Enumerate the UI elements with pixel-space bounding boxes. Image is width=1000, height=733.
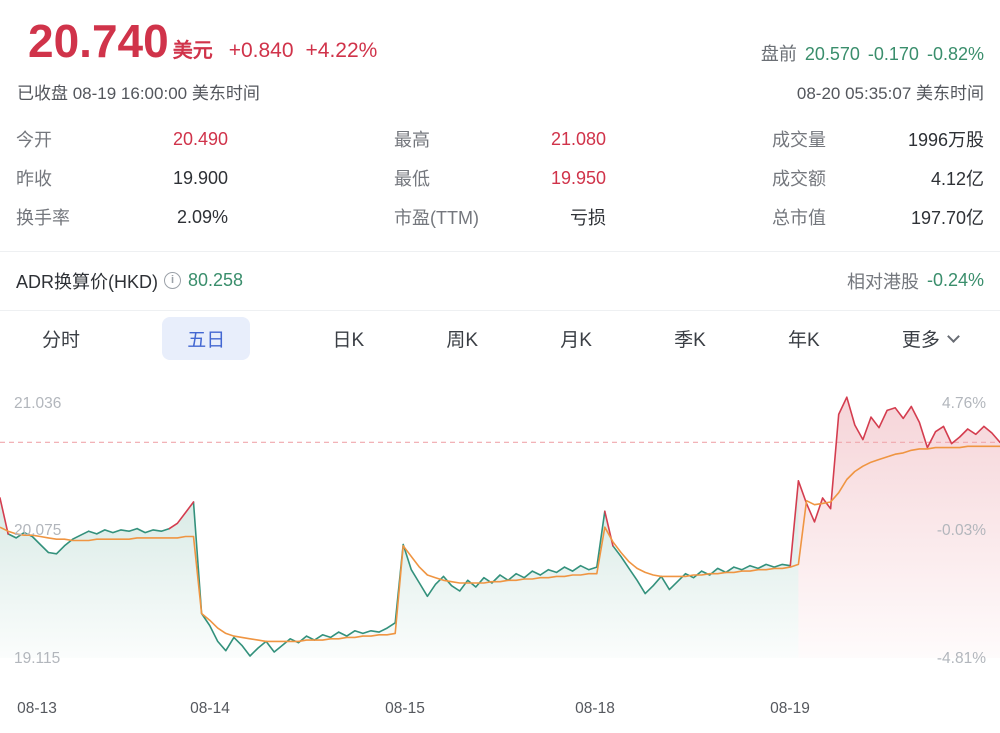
stats-column-3: 成交量 1996万股 成交额 4.12亿 总市值 197.70亿 [772,120,984,237]
stat-value: 19.900 [172,167,228,188]
adr-left: ADR换算价(HKD) i 80.258 [16,268,243,294]
x-axis-label-3: 08-15 [385,700,425,717]
chart-red-fill [798,396,1000,658]
adr-conversion-row: ADR换算价(HKD) i 80.258 相对港股 -0.24% [0,250,1000,311]
y-axis-pct-top: 4.76% [942,395,986,412]
currency-label: 美元 [172,40,213,62]
quote-time: 08-20 05:35:07 美东时间 [796,83,984,103]
chevron-down-icon [947,329,960,343]
stat-amount: 成交额 4.12亿 [772,159,984,198]
y-axis-pct-bottom: -4.81% [937,650,986,667]
tab-monthly-k[interactable]: 月K [560,330,592,352]
premarket-line: 盘前 20.570 -0.170 -0.82% [761,40,984,66]
premarket-price: 20.570 [804,43,860,64]
stat-value: 21.080 [550,128,606,149]
y-axis-pct-mid: -0.03% [937,522,986,539]
stat-high: 最高 21.080 [394,120,606,159]
stat-value: 19.950 [550,167,606,188]
tab-daily-k[interactable]: 日K [332,330,365,352]
relative-hk-value: -0.24% [926,270,984,291]
x-axis-label-5: 08-19 [770,700,810,717]
premarket-label: 盘前 [760,43,797,64]
quote-header: 20.740 美元 +0.840 +4.22% 已收盘 08-19 16:00:… [0,0,1000,104]
chart-period-tabs: 分时 五日 日K 周K 月K 季K 年K 更多 [0,311,1000,367]
stats-grid: 今开 20.490 昨收 19.900 换手率 2.09% 最高 21.080 … [0,104,1000,237]
stat-label: 最低 [394,169,430,190]
stat-label: 昨收 [16,169,52,190]
stat-label: 总市值 [772,208,826,229]
stat-open: 今开 20.490 [16,120,228,159]
stat-label: 今开 [16,130,52,151]
stat-low: 最低 19.950 [394,159,606,198]
current-price: 20.740 [28,15,169,67]
price-block: 20.740 美元 +0.840 +4.22% 已收盘 08-19 16:00:… [16,16,377,104]
stat-market-cap: 总市值 197.70亿 [772,198,984,237]
y-axis-label-bottom: 19.115 [14,650,60,667]
relative-hk-label: 相对港股 [846,271,919,292]
tab-quarterly-k[interactable]: 季K [674,330,706,352]
adr-label: ADR换算价(HKD) [16,271,158,292]
average-price-line [0,445,1000,642]
x-axis-label-1: 08-13 [17,700,57,717]
stat-value: 2.09% [176,206,228,227]
premarket-block: 盘前 20.570 -0.170 -0.82% 08-20 05:35:07 美… [761,40,984,104]
tab-weekly-k[interactable]: 周K [446,330,479,352]
market-status: 已收盘 08-19 16:00:00 美东时间 [17,83,260,103]
chart-green-fill [0,480,799,658]
tab-yearly-k[interactable]: 年K [788,330,820,352]
premarket-change-percent: -0.82% [926,43,984,64]
stat-turnover-rate: 换手率 2.09% [16,198,228,237]
tab-intraday[interactable]: 分时 [42,330,81,352]
y-axis-label-mid: 20.075 [14,522,61,539]
premarket-change: -0.170 [867,43,919,64]
tab-more[interactable]: 更多 [901,325,960,352]
adr-value: 80.258 [188,270,244,291]
stat-value: 197.70亿 [910,208,984,229]
stat-label: 市盈(TTM) [394,208,479,229]
stat-value: 4.12亿 [930,169,984,190]
five-day-chart-area[interactable]: 21.036 20.075 19.115 4.76% -0.03% -4.81%… [0,373,1000,733]
stat-label: 最高 [394,130,430,151]
x-axis-label-2: 08-14 [190,700,230,717]
tab-more-label: 更多 [901,330,940,352]
stat-label: 换手率 [16,208,70,229]
stats-column-2: 最高 21.080 最低 19.950 市盈(TTM) 亏损 [394,120,606,237]
price-line-above-reference [0,395,1000,567]
x-axis-label-4: 08-18 [575,700,615,717]
price-line: 20.740 美元 +0.840 +4.22% [28,16,377,67]
stat-label: 成交量 [772,130,826,151]
price-change-percent: +4.22% [305,39,378,62]
price-change: +0.840 [228,39,294,62]
five-day-chart[interactable]: 21.036 20.075 19.115 4.76% -0.03% -4.81%… [0,373,1000,728]
stat-volume: 成交量 1996万股 [772,120,984,159]
stat-prev-close: 昨收 19.900 [16,159,228,198]
stat-pe-ttm: 市盈(TTM) 亏损 [394,198,606,237]
tab-five-day[interactable]: 五日 [162,317,251,361]
relative-hk-block: 相对港股 -0.24% [847,268,984,294]
stat-value: 亏损 [570,208,606,229]
y-axis-label-top: 21.036 [14,395,61,412]
stat-label: 成交额 [772,169,826,190]
info-icon[interactable]: i [164,272,181,290]
stats-column-1: 今开 20.490 昨收 19.900 换手率 2.09% [16,120,228,237]
stat-value: 1996万股 [907,130,984,151]
stat-value: 20.490 [172,128,228,149]
